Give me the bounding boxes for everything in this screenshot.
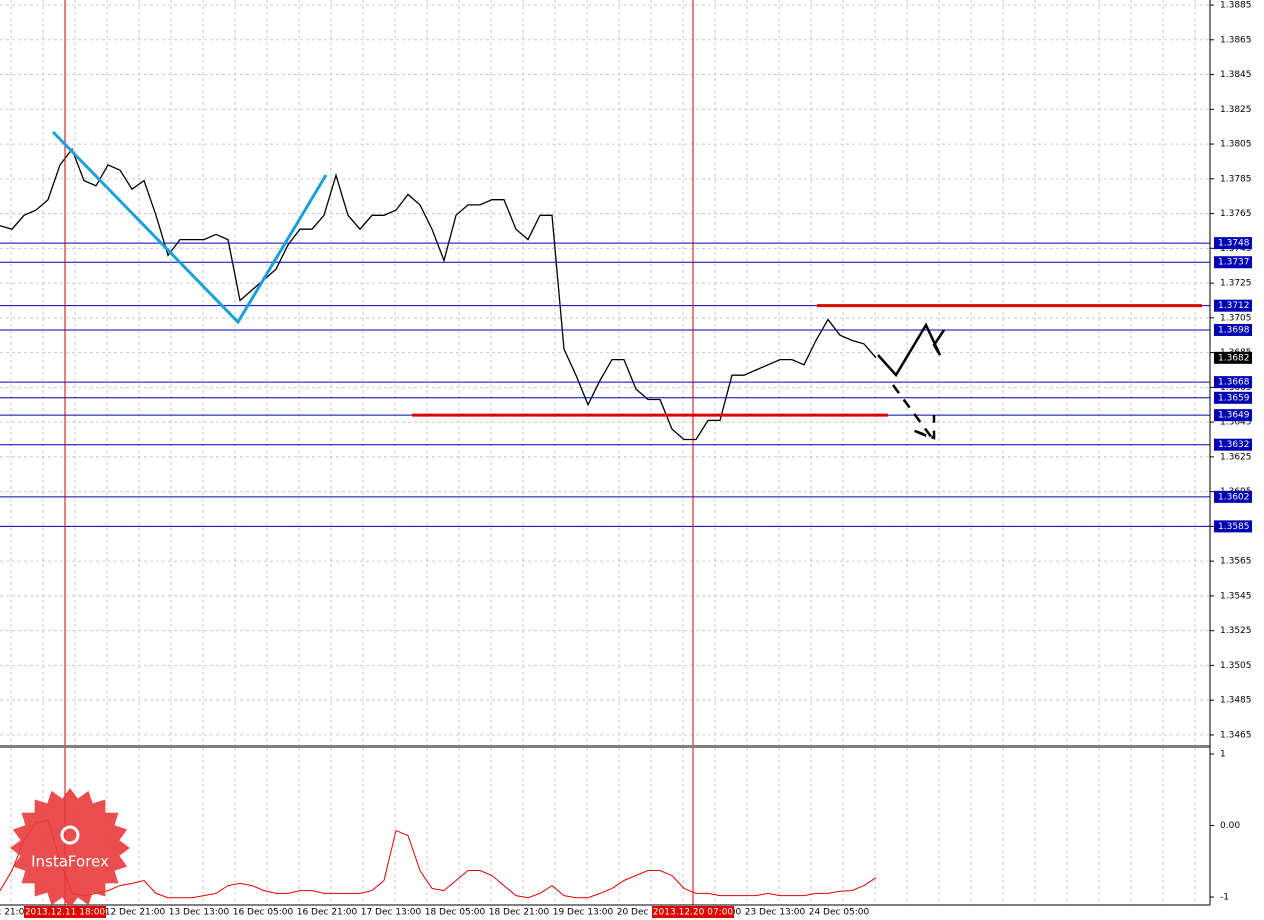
price-line (0, 147, 877, 441)
y-tick-label: 1.3525 (1220, 626, 1252, 636)
x-tick-label: 23 Dec 13:00 (745, 908, 806, 918)
y-tick-label: 1.3765 (1220, 209, 1252, 219)
x-tick-label: Dec 21:00 (0, 908, 30, 918)
logo-star (10, 788, 130, 908)
y-tick-label: 1.3845 (1220, 70, 1252, 80)
level-label-box (1214, 438, 1252, 451)
grid (0, 0, 1210, 905)
y-tick-label: 1.3725 (1220, 279, 1252, 289)
marker-label: 2013.12.20 07:00 (653, 908, 734, 918)
y-tick-label: 1.3805 (1220, 140, 1252, 150)
level-label-box (1214, 324, 1252, 337)
x-tick-label: 24 Dec 05:00 (809, 908, 870, 918)
level-label: 1.3712 (1218, 301, 1250, 311)
level-label: 1.3737 (1218, 258, 1250, 268)
x-tick-label: 13 Dec 13:00 (169, 908, 230, 918)
watermark-logo: InstaForex (10, 788, 130, 908)
price-line (0, 819, 877, 899)
level-label-box (1214, 490, 1252, 503)
y-tick-label: 0.00 (1220, 821, 1240, 831)
y-tick-label: -1 (1220, 892, 1229, 902)
level-label: 1.3659 (1218, 393, 1250, 403)
x-tick-label: 17 Dec 13:00 (361, 908, 422, 918)
y-tick-label: 1.3505 (1220, 661, 1252, 671)
price-label-box (1214, 351, 1252, 364)
level-label: 1.3668 (1218, 378, 1250, 388)
marker-label-box (24, 906, 106, 918)
level-label: 1.3602 (1218, 492, 1250, 502)
level-label: 1.3632 (1218, 440, 1250, 450)
price-label: 1.3682 (1218, 353, 1250, 363)
y-tick-label: 1.3885 (1220, 1, 1252, 11)
y-tick-label: 1.3485 (1220, 696, 1252, 706)
level-label: 1.3585 (1218, 522, 1250, 532)
y-tick-label: 1.3465 (1220, 730, 1252, 740)
level-label-box (1214, 520, 1252, 533)
marker-label-box (652, 906, 734, 918)
x-tick-label: 20 Dec 05:00 (617, 908, 678, 918)
x-tick-label: 18 Dec 05:00 (425, 908, 486, 918)
y-tick-label: 1 (1220, 750, 1226, 760)
x-tick-label: 12 Dec 21:00 (105, 908, 166, 918)
y-tick-label: 1.3565 (1220, 557, 1252, 567)
panel-separator (0, 745, 1210, 748)
y-tick-label: 1.3625 (1220, 452, 1252, 462)
logo-icon (60, 825, 80, 845)
y-tick-label: 1.3705 (1220, 313, 1252, 323)
y-tick-label: 1.3645 (1220, 418, 1252, 428)
forecast-down (891, 384, 936, 441)
forecast-up (877, 322, 946, 378)
pattern-drawing (51, 130, 328, 325)
y-tick-label: 1.3825 (1220, 105, 1252, 115)
y-tick-label: 1.3545 (1220, 591, 1252, 601)
y-tick-label: 1.3785 (1220, 174, 1252, 184)
x-tick-label: 18 Dec 21:00 (489, 908, 550, 918)
level-label-box (1214, 237, 1252, 250)
x-tick-label: 19 Dec 13:00 (553, 908, 614, 918)
marker-label: 2013.12.11 18:00 (25, 908, 106, 918)
watermark-text: InstaForex (31, 853, 109, 871)
level-label: 1.3748 (1218, 239, 1250, 249)
level-label-box (1214, 256, 1252, 269)
level-label-box (1214, 376, 1252, 389)
level-label-box (1214, 299, 1252, 312)
level-label-box (1214, 391, 1252, 404)
level-label: 1.3698 (1218, 326, 1250, 336)
x-tick-label: 16 Dec 21:00 (297, 908, 358, 918)
x-tick-label: 16 Dec 05:00 (233, 908, 294, 918)
level-label-box (1214, 409, 1252, 422)
level-label: 1.3649 (1218, 411, 1250, 421)
y-tick-label: 1.3865 (1220, 35, 1252, 45)
